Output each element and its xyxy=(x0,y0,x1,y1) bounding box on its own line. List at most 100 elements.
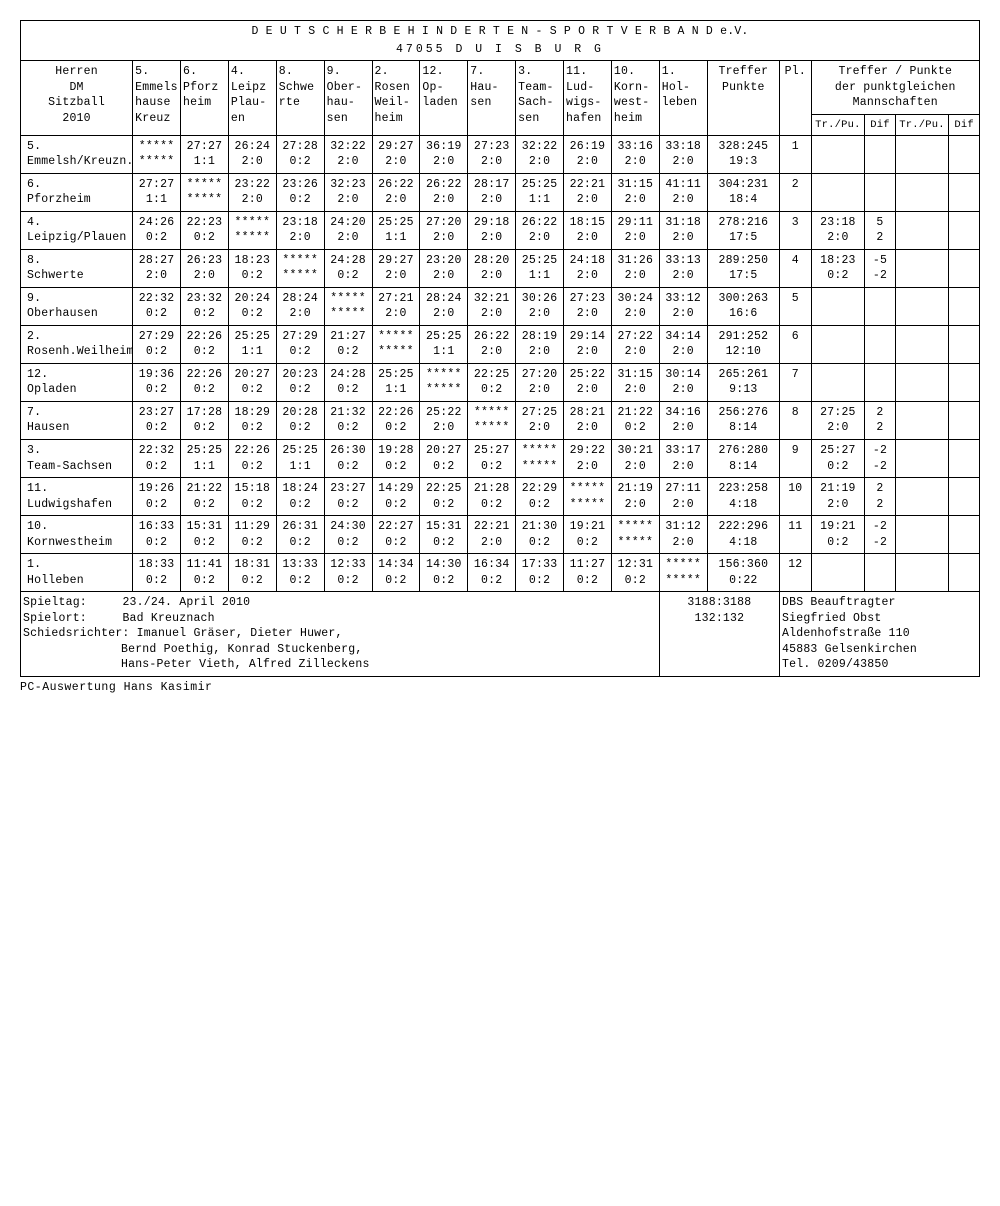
tiebreak-cell: 19:210:2 xyxy=(811,516,865,554)
result-cell: 26:222:0 xyxy=(372,173,420,211)
tiebreak-cell xyxy=(949,249,980,287)
result-cell: 27:290:2 xyxy=(276,325,324,363)
result-cell: 22:260:2 xyxy=(372,401,420,439)
result-cell: 22:212:0 xyxy=(564,173,612,211)
result-cell: 26:222:0 xyxy=(420,173,468,211)
result-cell: 30:142:0 xyxy=(659,363,707,401)
result-cell: 22:230:2 xyxy=(181,211,229,249)
tiebreak-cell xyxy=(895,516,949,554)
result-cell: 22:270:2 xyxy=(372,516,420,554)
header-tb-sub: Dif xyxy=(949,114,980,135)
result-cell: 27:222:0 xyxy=(611,325,659,363)
title: D E U T S C H E R B E H I N D E R T E N … xyxy=(21,21,980,61)
result-cell: 28:242:0 xyxy=(276,287,324,325)
footer-contact: DBS Beauftragter Siegfried Obst Aldenhof… xyxy=(780,592,980,677)
tiebreak-cell xyxy=(949,363,980,401)
result-cell: 31:152:0 xyxy=(611,363,659,401)
result-cell: 26:192:0 xyxy=(564,135,612,173)
tiebreak-cell xyxy=(865,363,895,401)
result-cell: 22:290:2 xyxy=(516,478,564,516)
tiebreak-cell xyxy=(865,287,895,325)
result-cell: 25:222:0 xyxy=(420,401,468,439)
result-cell: 11:270:2 xyxy=(564,554,612,592)
tiebreak-cell xyxy=(865,554,895,592)
result-cell: 34:142:0 xyxy=(659,325,707,363)
result-cell: 19:360:2 xyxy=(133,363,181,401)
tiebreak-cell xyxy=(895,211,949,249)
result-cell: 23:182:0 xyxy=(276,211,324,249)
result-cell: 27:271:1 xyxy=(181,135,229,173)
header-tb-sub: Tr./Pu. xyxy=(811,114,865,135)
result-cell: ********** xyxy=(372,325,420,363)
table-row: 11.Ludwigshafen19:260:221:220:215:180:21… xyxy=(21,478,980,516)
row-name: 10.Kornwestheim xyxy=(21,516,133,554)
place-cell: 8 xyxy=(780,401,812,439)
result-cell: 29:272:0 xyxy=(372,249,420,287)
result-cell: 16:330:2 xyxy=(133,516,181,554)
result-cell: 20:270:2 xyxy=(228,363,276,401)
place-cell: 10 xyxy=(780,478,812,516)
result-cell: 31:122:0 xyxy=(659,516,707,554)
header-col: 5.EmmelshauseKreuz xyxy=(133,61,181,136)
result-cell: 18:152:0 xyxy=(564,211,612,249)
result-cell: 16:340:2 xyxy=(468,554,516,592)
title-line2: 47055 D U I S B U R G xyxy=(23,42,977,58)
tiebreak-cell: 52 xyxy=(865,211,895,249)
header-col: 6.Pforzheim xyxy=(181,61,229,136)
table-row: 12.Opladen19:360:222:260:220:270:220:230… xyxy=(21,363,980,401)
result-cell: 29:182:0 xyxy=(468,211,516,249)
result-cell: 20:280:2 xyxy=(276,401,324,439)
header-col: 1.Hol-leben xyxy=(659,61,707,136)
result-cell: 23:270:2 xyxy=(324,478,372,516)
result-cell: 29:112:0 xyxy=(611,211,659,249)
row-name: 6.Pforzheim xyxy=(21,173,133,211)
result-cell: 22:260:2 xyxy=(181,325,229,363)
result-cell: 27:232:0 xyxy=(468,135,516,173)
table-row: 2.Rosenh.Weilheim27:290:222:260:225:251:… xyxy=(21,325,980,363)
row-name: 9.Oberhausen xyxy=(21,287,133,325)
result-cell: 25:251:1 xyxy=(420,325,468,363)
result-cell: 13:330:2 xyxy=(276,554,324,592)
header-tb-sub: Tr./Pu. xyxy=(895,114,949,135)
result-cell: 26:222:0 xyxy=(516,211,564,249)
result-cell: 25:251:1 xyxy=(276,440,324,478)
treffer-cell: 304:23118:4 xyxy=(707,173,779,211)
result-cell: 25:251:1 xyxy=(516,249,564,287)
tiebreak-cell xyxy=(949,287,980,325)
header-left: HerrenDMSitzball2010 xyxy=(21,61,133,136)
treffer-cell: 289:25017:5 xyxy=(707,249,779,287)
result-cell: 26:310:2 xyxy=(276,516,324,554)
result-cell: 21:220:2 xyxy=(181,478,229,516)
result-cell: 12:310:2 xyxy=(611,554,659,592)
result-cell: 28:212:0 xyxy=(564,401,612,439)
result-cell: 32:222:0 xyxy=(516,135,564,173)
result-cell: 14:290:2 xyxy=(372,478,420,516)
result-cell: 21:280:2 xyxy=(468,478,516,516)
tiebreak-cell: 23:182:0 xyxy=(811,211,865,249)
result-cell: 24:280:2 xyxy=(324,363,372,401)
place-cell: 5 xyxy=(780,287,812,325)
result-cell: 22:320:2 xyxy=(133,287,181,325)
result-cell: 23:320:2 xyxy=(181,287,229,325)
result-cell: 26:232:0 xyxy=(181,249,229,287)
result-cell: 11:410:2 xyxy=(181,554,229,592)
result-cell: ********** xyxy=(611,516,659,554)
result-cell: 26:242:0 xyxy=(228,135,276,173)
result-cell: 19:280:2 xyxy=(372,440,420,478)
tiebreak-cell xyxy=(895,363,949,401)
header-row: HerrenDMSitzball20105.EmmelshauseKreuz6.… xyxy=(21,61,980,115)
result-cell: 28:202:0 xyxy=(468,249,516,287)
tiebreak-cell xyxy=(895,478,949,516)
result-cell: 14:300:2 xyxy=(420,554,468,592)
place-cell: 12 xyxy=(780,554,812,592)
result-cell: 33:132:0 xyxy=(659,249,707,287)
tiebreak-cell xyxy=(865,135,895,173)
tiebreak-cell: -2-2 xyxy=(865,516,895,554)
result-cell: 31:152:0 xyxy=(611,173,659,211)
result-cell: 18:310:2 xyxy=(228,554,276,592)
tiebreak-cell xyxy=(949,516,980,554)
result-cell: 26:300:2 xyxy=(324,440,372,478)
result-cell: 27:290:2 xyxy=(133,325,181,363)
table-row: 4.Leipzig/Plauen24:260:222:230:2********… xyxy=(21,211,980,249)
treffer-cell: 156:3600:22 xyxy=(707,554,779,592)
